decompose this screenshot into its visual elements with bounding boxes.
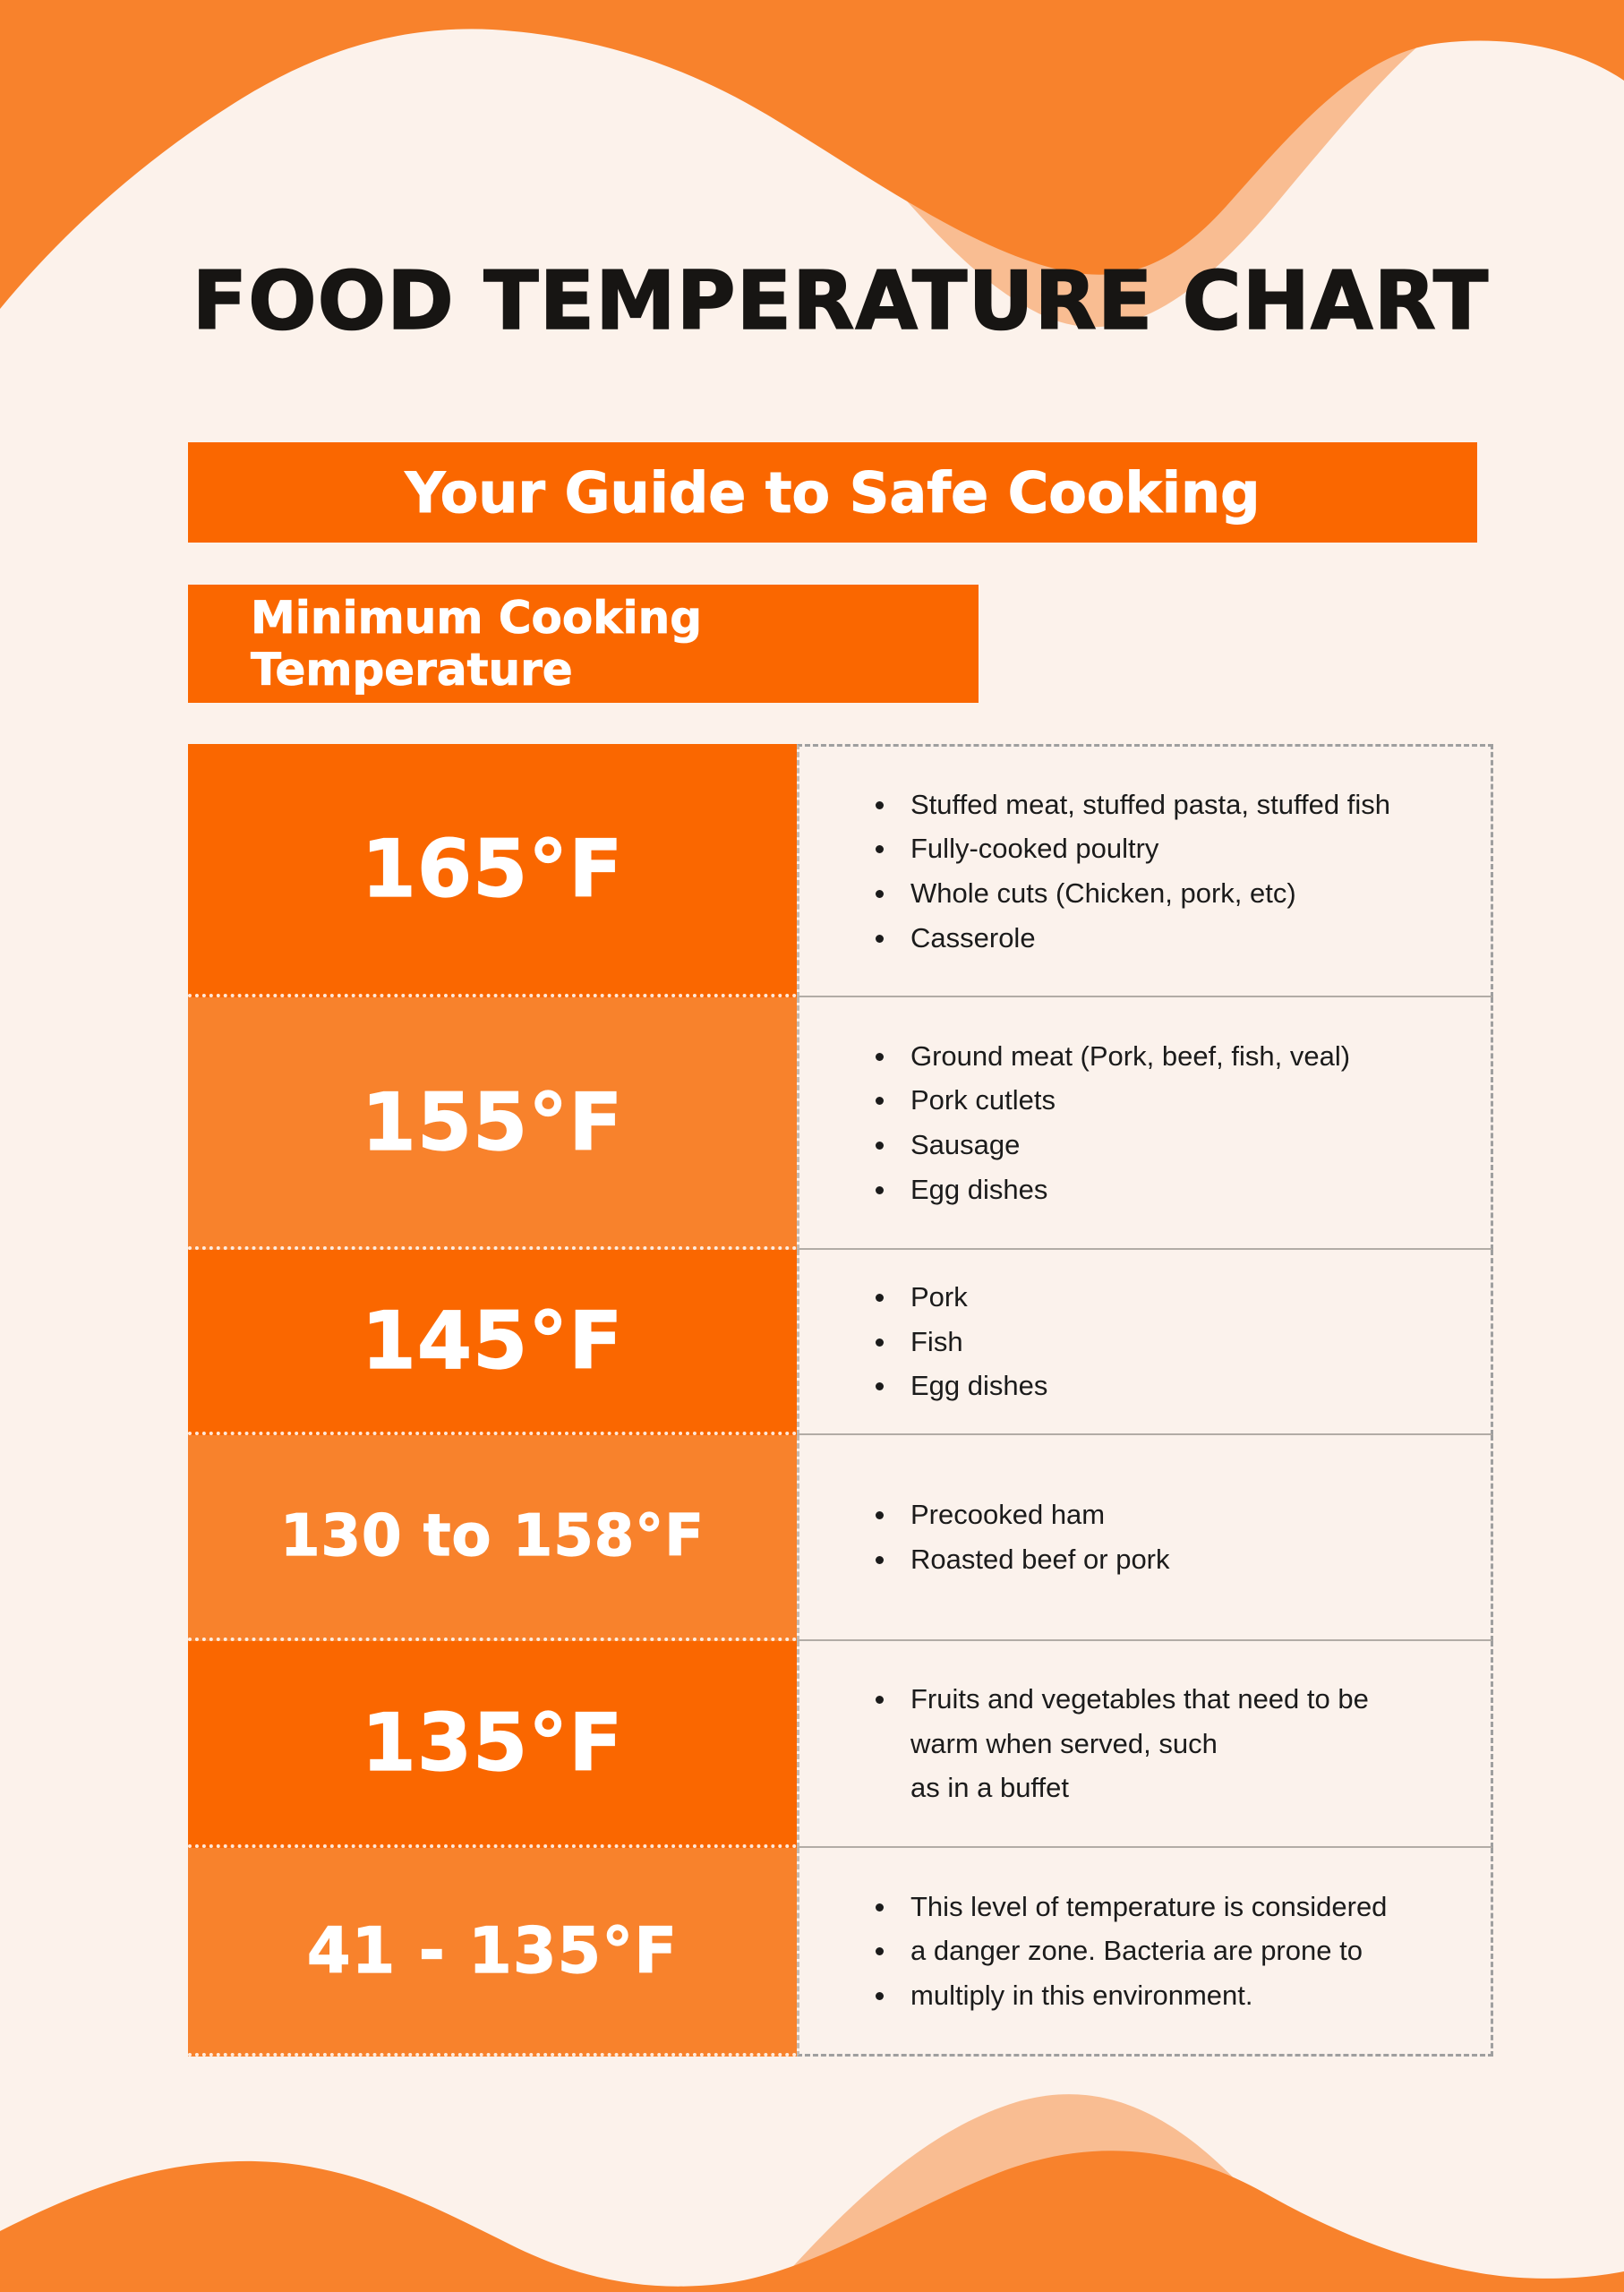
foods-cell: Pork Fish Egg dishes <box>797 1250 1493 1435</box>
bullet-icon <box>876 934 884 943</box>
food-list: Pork Fish Egg dishes <box>876 1275 1047 1408</box>
temperature-cell: 145°F <box>188 1250 797 1435</box>
food-item-text: Sausage <box>910 1129 1021 1160</box>
table-row: 135°F Fruits and vegetables that need to… <box>188 1641 1493 1848</box>
table-row: 145°F Pork Fish Egg dishes <box>188 1250 1493 1435</box>
temperature-value: 130 to 158°F <box>279 1502 705 1569</box>
foods-cell: Ground meat (Pork, beef, fish, veal) Por… <box>797 997 1493 1250</box>
food-item-text: Stuffed meat, stuffed pasta, stuffed fis… <box>910 788 1390 820</box>
table-row: 41 - 135°F This level of temperature is … <box>188 1848 1493 2057</box>
foods-cell: This level of temperature is considered … <box>797 1848 1493 2057</box>
bullet-icon <box>876 1556 884 1564</box>
food-list-item: Egg dishes <box>876 1364 1047 1408</box>
temperature-value: 155°F <box>361 1075 624 1168</box>
temperature-cell: 155°F <box>188 997 797 1250</box>
food-list-item: Pork <box>876 1275 1047 1320</box>
bullet-icon <box>876 1991 884 2000</box>
temperature-value: 41 - 135°F <box>306 1913 679 1988</box>
bottom-wave-orange-shape <box>0 2151 1624 2292</box>
food-list-item: Egg dishes <box>876 1167 1350 1212</box>
food-item-text: Egg dishes <box>910 1173 1048 1205</box>
food-item-text: Casserole <box>910 921 1036 954</box>
bullet-icon <box>876 1903 884 1911</box>
bullet-icon <box>876 1052 884 1061</box>
bullet-icon <box>876 1696 884 1705</box>
food-item-text: Whole cuts (Chicken, pork, etc) <box>910 877 1296 909</box>
temperature-cell: 41 - 135°F <box>188 1848 797 2057</box>
food-item-text: Pork cutlets <box>910 1084 1056 1116</box>
table-row: 130 to 158°F Precooked ham Roasted beef … <box>188 1435 1493 1641</box>
food-list-item: Fully-cooked poultry <box>876 826 1390 871</box>
foods-cell: Stuffed meat, stuffed pasta, stuffed fis… <box>797 744 1493 997</box>
food-list: Precooked ham Roasted beef or pork <box>876 1492 1170 1581</box>
food-list-item: Fish <box>876 1320 1047 1364</box>
temperature-cell: 135°F <box>188 1641 797 1848</box>
food-list-item: Ground meat (Pork, beef, fish, veal) <box>876 1034 1350 1079</box>
top-wave-decoration <box>0 0 1624 328</box>
food-item-text: multiply in this environment. <box>910 1979 1253 2011</box>
food-list-item: Fruits and vegetables that need to be wa… <box>876 1677 1369 1810</box>
subtitle-banner: Your Guide to Safe Cooking <box>188 442 1477 543</box>
temperature-value: 135°F <box>361 1696 624 1789</box>
bullet-icon <box>876 1142 884 1150</box>
food-item-text: Fruits and vegetables that need to be wa… <box>910 1683 1369 1804</box>
food-list-item: Roasted beef or pork <box>876 1537 1170 1582</box>
bullet-icon <box>876 1382 884 1391</box>
foods-cell: Fruits and vegetables that need to be wa… <box>797 1641 1493 1848</box>
section-badge: Minimum Cooking Temperature <box>188 585 979 703</box>
food-list: Fruits and vegetables that need to be wa… <box>876 1677 1369 1810</box>
food-list-item: Sausage <box>876 1123 1350 1167</box>
bottom-wave-decoration <box>0 2094 1624 2292</box>
bullet-icon <box>876 1511 884 1520</box>
content-area: FOOD TEMPERATURE CHART Your Guide to Saf… <box>188 0 1493 2057</box>
temperature-cell: 130 to 158°F <box>188 1435 797 1641</box>
foods-cell: Precooked ham Roasted beef or pork <box>797 1435 1493 1641</box>
page-title: FOOD TEMPERATURE CHART <box>192 254 1490 348</box>
temperature-cell: 165°F <box>188 744 797 997</box>
bullet-icon <box>876 1185 884 1194</box>
food-item-text: a danger zone. Bacteria are prone to <box>910 1935 1363 1967</box>
food-item-text: This level of temperature is considered <box>910 1890 1388 1922</box>
food-list: Ground meat (Pork, beef, fish, veal) Por… <box>876 1034 1350 1211</box>
food-list-item: Stuffed meat, stuffed pasta, stuffed fis… <box>876 783 1390 827</box>
food-list-item: Precooked ham <box>876 1492 1170 1537</box>
temperature-table: 165°F Stuffed meat, stuffed pasta, stuff… <box>188 744 1493 2057</box>
food-item-text: Precooked ham <box>910 1499 1106 1531</box>
food-list-item: Whole cuts (Chicken, pork, etc) <box>876 871 1390 916</box>
bullet-icon <box>876 800 884 809</box>
food-list-item: Casserole <box>876 916 1390 961</box>
bullet-icon <box>876 890 884 898</box>
bullet-icon <box>876 1947 884 1956</box>
food-item-text: Pork <box>910 1281 968 1313</box>
table-row: 155°F Ground meat (Pork, beef, fish, vea… <box>188 997 1493 1250</box>
subtitle-banner-text: Your Guide to Safe Cooking <box>405 459 1261 526</box>
bullet-icon <box>876 1294 884 1303</box>
food-list-item: multiply in this environment. <box>876 1973 1387 2018</box>
temperature-value: 145°F <box>361 1294 624 1387</box>
food-list-item: Pork cutlets <box>876 1078 1350 1123</box>
food-item-text: Roasted beef or pork <box>910 1544 1170 1575</box>
food-list: This level of temperature is considered … <box>876 1885 1387 2018</box>
food-item-text: Ground meat (Pork, beef, fish, veal) <box>910 1039 1351 1072</box>
section-badge-text: Minimum Cooking Temperature <box>251 592 703 697</box>
food-item-text: Fully-cooked poultry <box>910 833 1159 865</box>
bullet-icon <box>876 1097 884 1106</box>
table-row: 165°F Stuffed meat, stuffed pasta, stuff… <box>188 744 1493 997</box>
bullet-icon <box>876 845 884 854</box>
top-wave-orange-shape <box>0 0 1624 309</box>
bullet-icon <box>876 1338 884 1347</box>
food-list: Stuffed meat, stuffed pasta, stuffed fis… <box>876 783 1390 960</box>
temperature-value: 165°F <box>361 822 624 915</box>
food-item-text: Egg dishes <box>910 1370 1048 1402</box>
food-list-item: This level of temperature is considered <box>876 1885 1387 1929</box>
food-list-item: a danger zone. Bacteria are prone to <box>876 1929 1387 1973</box>
food-item-text: Fish <box>910 1325 963 1357</box>
